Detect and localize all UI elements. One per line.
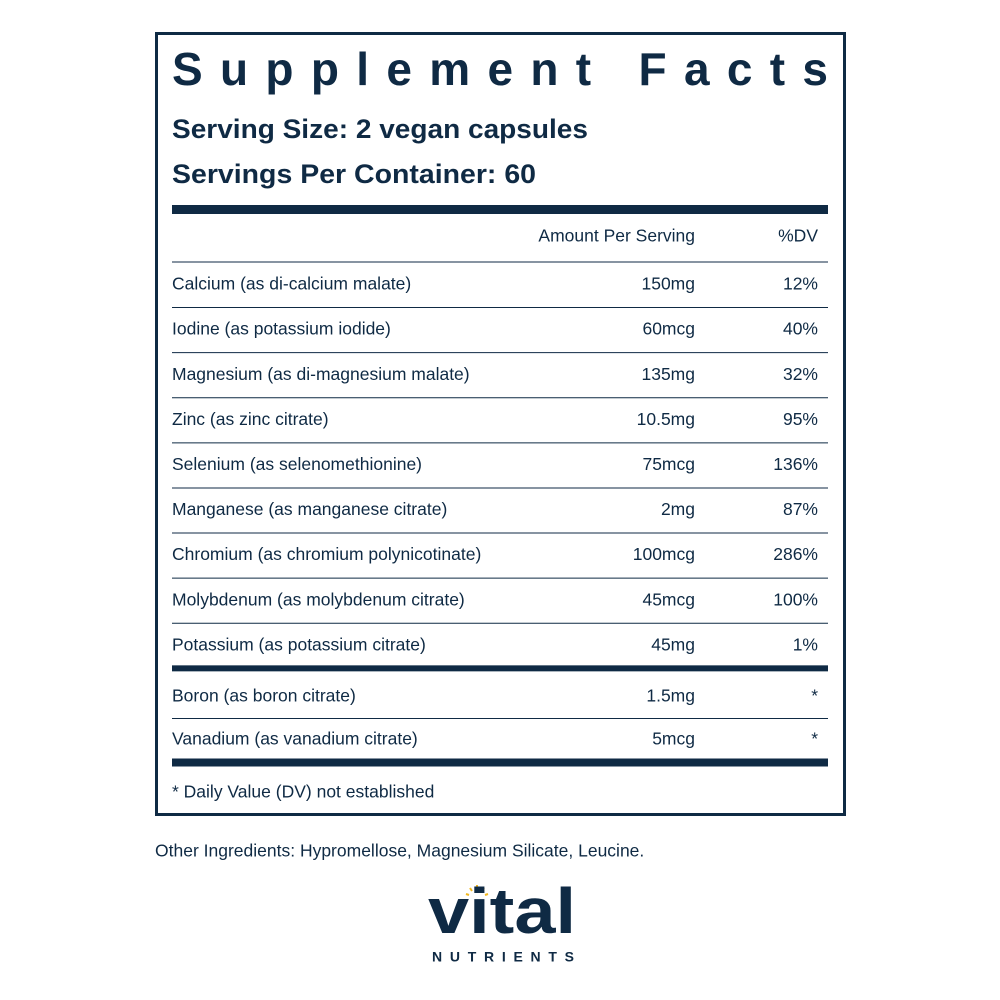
nutrient-dv: 136% [773, 454, 818, 474]
column-header: %DV [778, 226, 818, 246]
nutrient-dv: 95% [783, 409, 818, 429]
nutrient-amount: 135mg [641, 364, 695, 384]
nutrient-dv: 12% [783, 274, 818, 294]
logo-tagline: NUTRIENTS [432, 949, 574, 965]
nutrient-name: Vanadium (as vanadium citrate) [172, 729, 418, 749]
nutrient-dv: * [811, 686, 818, 706]
nutrient-dv: 87% [783, 499, 818, 519]
nutrient-amount: 100mcg [633, 544, 695, 564]
nutrient-amount: 75mcg [642, 454, 695, 474]
nutrient-name: Manganese (as manganese citrate) [172, 499, 447, 519]
footnote: * Daily Value (DV) not established [172, 782, 434, 802]
nutrient-amount: 150mg [641, 274, 695, 294]
thick-rule [172, 665, 828, 672]
nutrient-amount: 5mcg [652, 729, 695, 749]
nutrient-amount: 60mcg [642, 319, 695, 339]
nutrient-name: Magnesium (as di-magnesium malate) [172, 364, 470, 384]
nutrient-dv: * [811, 729, 818, 749]
nutrient-amount: 2mg [661, 499, 695, 519]
other-ingredients: Other Ingredients: Hypromellose, Magnesi… [155, 841, 644, 861]
nutrient-dv: 1% [793, 634, 818, 654]
nutrient-name: Molybdenum (as molybdenum citrate) [172, 589, 465, 609]
panel-border [155, 32, 846, 816]
thick-rule [172, 758, 828, 767]
nutrient-name: Calcium (as di-calcium malate) [172, 274, 411, 294]
nutrient-name: Boron (as boron citrate) [172, 686, 356, 706]
serving-size: Serving Size: 2 vegan capsules [172, 114, 588, 144]
nutrient-name: Iodine (as potassium iodide) [172, 319, 391, 339]
nutrient-dv: 100% [773, 589, 818, 609]
servings-per-container: Servings Per Container: 60 [172, 159, 536, 189]
nutrient-dv: 286% [773, 544, 818, 564]
nutrient-dv: 40% [783, 319, 818, 339]
nutrient-name: Selenium (as selenomethionine) [172, 454, 422, 474]
column-header: Amount Per Serving [538, 226, 695, 246]
nutrient-amount: 45mg [651, 634, 695, 654]
panel-title: Supplement Facts [172, 43, 828, 95]
logo-sun [465, 885, 489, 896]
nutrient-amount: 1.5mg [646, 686, 695, 706]
nutrient-name: Zinc (as zinc citrate) [172, 409, 329, 429]
nutrient-name: Potassium (as potassium citrate) [172, 634, 426, 654]
rows: Calcium (as di-calcium malate) 150mg 12% Io… [172, 274, 828, 767]
logo-name: vital [428, 875, 576, 947]
thick-rule [172, 205, 828, 214]
nutrient-dv: 32% [783, 364, 818, 384]
nutrient-amount: 45mcg [642, 589, 695, 609]
nutrient-amount: 10.5mg [637, 409, 695, 429]
nutrient-name: Chromium (as chromium polynicotinate) [172, 544, 481, 564]
